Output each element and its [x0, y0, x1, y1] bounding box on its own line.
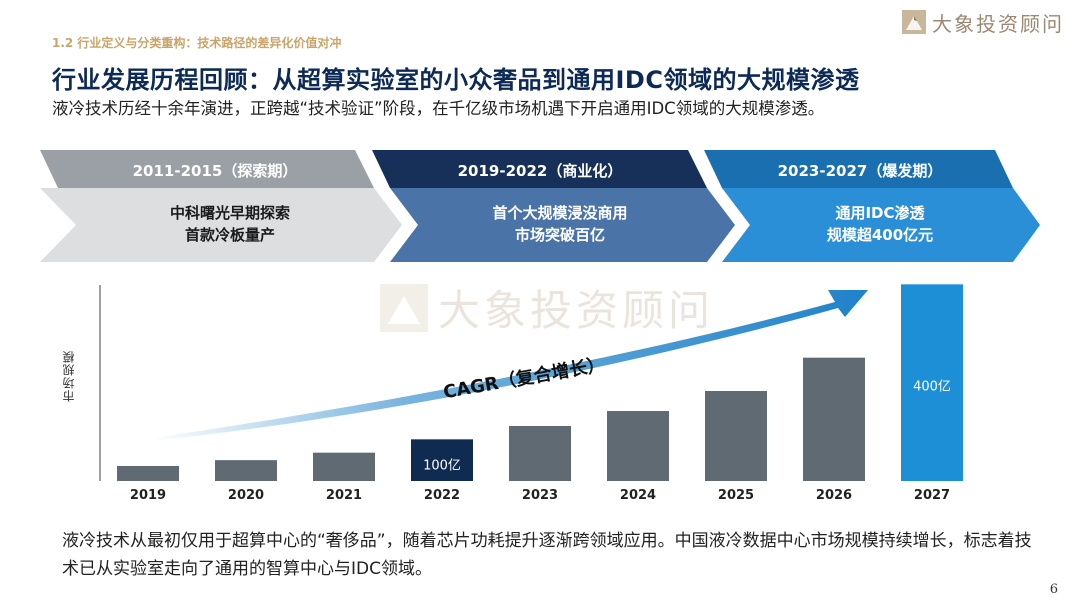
- elephant-logo-icon: [902, 10, 926, 34]
- phase1-head-shape: [40, 150, 374, 188]
- x-tick-2019: 2019: [130, 488, 166, 503]
- phase3-period: 2023-2027（爆发期）: [777, 162, 943, 180]
- phase3-line2: 规模超400亿元: [826, 226, 934, 244]
- bar-2026: [803, 357, 865, 481]
- section-label: 1.2 行业定义与分类重构：技术路径的差异化价值对冲: [52, 36, 342, 50]
- x-tick-2026: 2026: [816, 488, 852, 503]
- chart-svg: 2019 2020 2021 2022 100亿 2023 2024 2025 2026 2027…: [99, 284, 963, 503]
- brand-name: 大象投资顾问: [932, 11, 1064, 36]
- phase-arrows-graphic: [40, 150, 1040, 262]
- x-tick-2023: 2023: [522, 488, 558, 503]
- bar-2021: [313, 452, 375, 481]
- x-tick-2022: 2022: [424, 488, 460, 503]
- brand-header: 大象投资顾问: [902, 8, 1064, 36]
- phase2-description: 首个大规模浸没商用 市场突破百亿: [410, 202, 710, 246]
- bar-2025: [705, 391, 767, 481]
- x-tick-2021: 2021: [326, 488, 362, 503]
- x-tick-2027: 2027: [914, 488, 950, 503]
- bar-2023: [509, 426, 571, 481]
- x-tick-2024: 2024: [620, 488, 656, 503]
- phase1-line2: 首款冷板量产: [184, 226, 275, 244]
- phase2-body-shape: [390, 188, 735, 262]
- bar-2024: [607, 411, 669, 481]
- subtitle: 液冷技术历经十余年演进，正跨越“技术验证”阶段，在千亿级市场机遇下开启通用IDC…: [52, 99, 825, 118]
- bar-2022: [411, 439, 473, 481]
- bar-2019: [117, 466, 179, 481]
- phase1-description: 中科曙光早期探索 首款冷板量产: [80, 202, 380, 246]
- x-tick-2020: 2020: [228, 488, 264, 503]
- phase1-period: 2011-2015（探索期）: [132, 162, 298, 180]
- bar-label-2022: 100亿: [423, 458, 461, 473]
- x-tick-2025: 2025: [718, 488, 754, 503]
- phase3-head-shape: [704, 150, 1013, 188]
- phase1-body-shape: [40, 188, 402, 262]
- phase-timeline: 2011-2015（探索期） 中科曙光早期探索 首款冷板量产 2019-2022…: [0, 150, 1080, 262]
- phase3-line1: 通用IDC渗透: [835, 204, 925, 222]
- watermark: 大象投资顾问: [380, 277, 714, 338]
- watermark-text: 大象投资顾问: [438, 286, 715, 335]
- page-number: 6: [1049, 582, 1058, 597]
- page-title: 行业发展历程回顾：从超算实验室的小众奢品到通用IDC领域的大规模渗透: [52, 66, 860, 94]
- phase3-body-shape: [722, 188, 1040, 262]
- bar-2020: [215, 460, 277, 481]
- market-size-chart: 2019 2020 2021 2022 100亿 2023 2024 2025 2026 2027…: [0, 265, 1080, 515]
- watermark-logo-icon: [380, 283, 428, 332]
- phase1-line1: 中科曙光早期探索: [169, 204, 290, 222]
- footer-description: 液冷技术从最初仅用于超算中心的“奢侈品”，随着芯片功耗提升逐渐跨领域应用。中国液…: [62, 531, 1032, 579]
- phase3-description: 通用IDC渗透 规模超400亿元: [740, 202, 1020, 246]
- phase2-line2: 市场突破百亿: [514, 226, 605, 244]
- phase2-line1: 首个大规模浸没商用: [492, 204, 628, 222]
- bar-2027: [901, 284, 963, 481]
- trend-label: CAGR（复合增长）: [442, 353, 607, 403]
- bar-label-2027: 400亿: [913, 379, 951, 394]
- phase2-period: 2019-2022（商业化）: [457, 162, 623, 180]
- phase2-head-shape: [372, 150, 707, 188]
